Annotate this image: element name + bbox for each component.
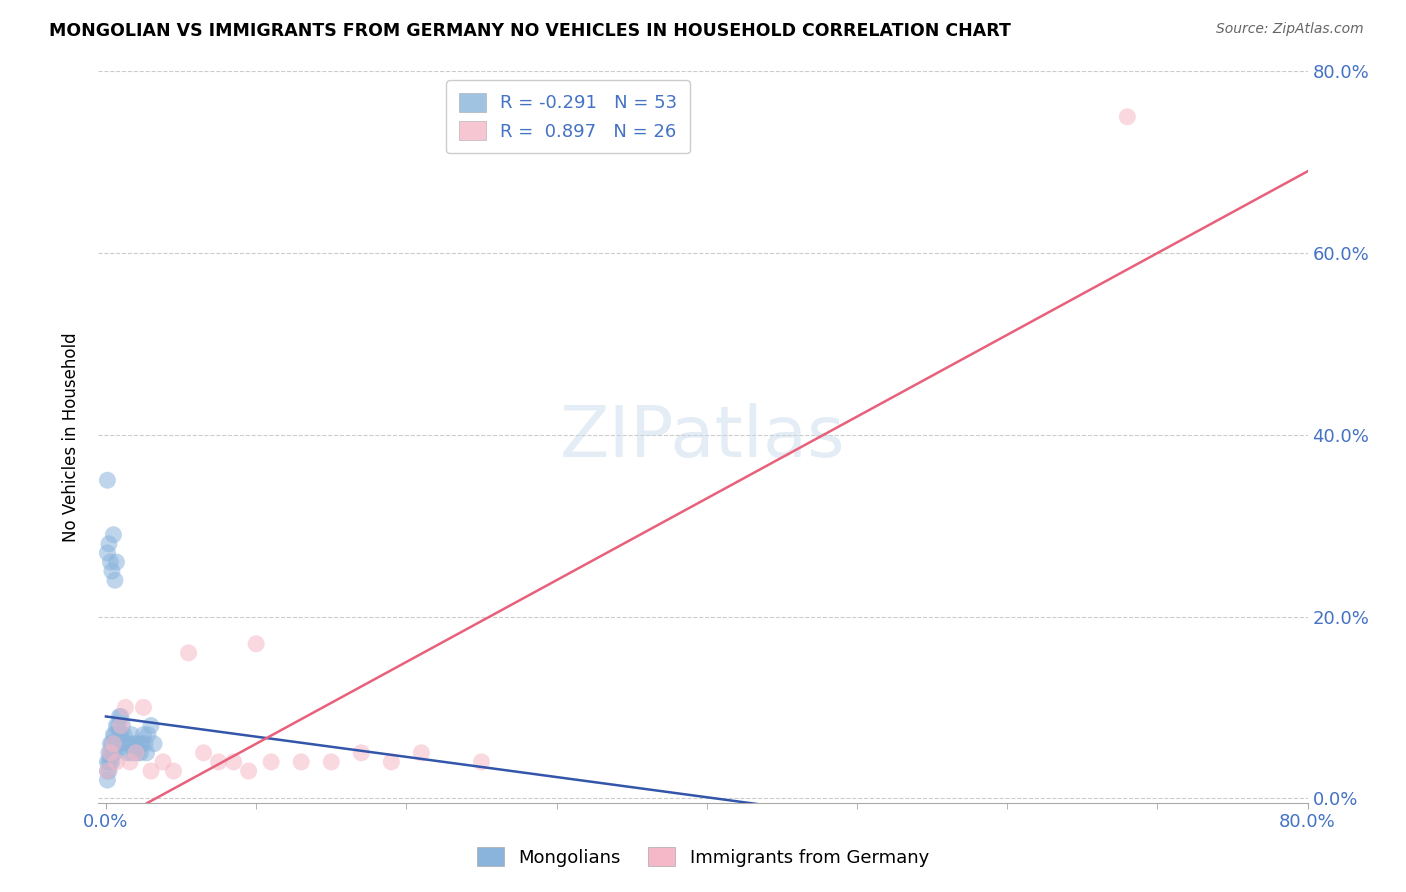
Point [132,700,155,714]
Point [350,746,373,760]
Point [103,528,125,542]
Point [290,755,312,769]
Point [96,473,118,487]
Point [105,718,128,732]
Point [101,755,124,769]
Point [97,746,120,760]
Point [245,637,267,651]
Point [103,746,125,760]
Point [470,755,492,769]
Point [111,718,134,732]
Point [143,737,166,751]
Point [136,728,159,742]
Text: MONGOLIAN VS IMMIGRANTS FROM GERMANY NO VEHICLES IN HOUSEHOLD CORRELATION CHART: MONGOLIAN VS IMMIGRANTS FROM GERMANY NO … [49,22,1011,40]
Point [104,573,127,587]
Point [177,646,200,660]
Point [114,700,136,714]
Point [105,737,128,751]
Point [122,737,145,751]
Point [117,737,139,751]
Point [139,764,162,778]
Point [101,746,124,760]
Point [134,737,156,751]
Point [110,718,132,732]
Point [152,755,174,769]
Point [125,746,148,760]
Point [260,755,283,769]
Text: Source: ZipAtlas.com: Source: ZipAtlas.com [1216,22,1364,37]
Point [104,746,127,760]
Point [97,537,120,551]
Point [132,728,155,742]
Point [118,755,141,769]
Point [96,764,118,778]
Legend: Mongolians, Immigrants from Germany: Mongolians, Immigrants from Germany [470,840,936,874]
Point [97,755,120,769]
Point [380,755,402,769]
Point [96,546,118,560]
Point [1116,110,1139,124]
Point [100,555,122,569]
Text: ZIPatlas: ZIPatlas [560,402,846,472]
Point [100,746,122,760]
Point [107,718,129,732]
Point [238,764,260,778]
Point [125,737,148,751]
Point [411,746,433,760]
Legend: R = -0.291   N = 53, R =  0.897   N = 26: R = -0.291 N = 53, R = 0.897 N = 26 [446,80,690,153]
Point [108,709,131,723]
Point [107,737,129,751]
Point [118,746,141,760]
Point [110,709,132,723]
Y-axis label: No Vehicles in Household: No Vehicles in Household [62,332,80,542]
Point [105,555,128,569]
Point [103,737,125,751]
Point [131,737,153,751]
Point [114,737,136,751]
Point [105,755,128,769]
Point [96,764,118,778]
Point [162,764,184,778]
Point [97,764,120,778]
Point [127,746,149,760]
Point [96,773,118,788]
Point [129,746,152,760]
Point [100,737,122,751]
Point [110,728,132,742]
Point [100,755,122,769]
Point [121,728,143,742]
Point [222,755,245,769]
Point [139,718,162,732]
Point [108,728,131,742]
Point [207,755,229,769]
Point [96,755,118,769]
Point [103,737,125,751]
Point [101,737,124,751]
Point [128,737,150,751]
Point [321,755,343,769]
Point [115,746,138,760]
Point [124,746,146,760]
Point [101,564,124,578]
Point [112,728,135,742]
Point [193,746,215,760]
Point [103,728,125,742]
Point [104,728,127,742]
Point [135,746,157,760]
Point [100,746,122,760]
